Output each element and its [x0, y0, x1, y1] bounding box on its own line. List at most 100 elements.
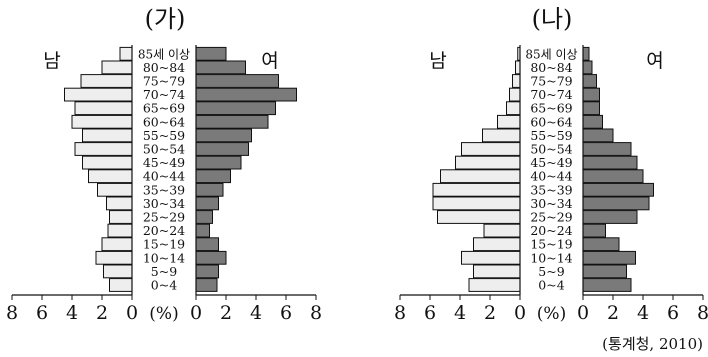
- unit-label: (%): [537, 304, 566, 324]
- male-bar-0~4: [109, 278, 133, 292]
- female-bar-50~54: [582, 142, 632, 156]
- male-x-tick-label: 8: [6, 302, 18, 324]
- female-x-tick-label: 0: [577, 302, 589, 324]
- male-label: 남: [43, 50, 60, 72]
- age-label: 80~84: [143, 60, 185, 75]
- female-x-tick-label: 8: [310, 302, 322, 324]
- female-x-tick-label: 4: [250, 302, 262, 324]
- chart-title: (가): [145, 5, 186, 33]
- age-label: 65~69: [143, 101, 185, 116]
- age-label: 40~44: [530, 169, 572, 184]
- female-bar-35~39: [195, 182, 224, 197]
- age-label: 45~49: [530, 155, 572, 170]
- age-label: 85세 이상: [138, 47, 190, 61]
- age-label: 50~54: [143, 142, 185, 157]
- female-x-tick-label: 6: [280, 302, 292, 324]
- female-bar-55~59: [582, 128, 614, 143]
- age-label: 75~79: [530, 74, 572, 89]
- unit-label: (%): [149, 304, 178, 324]
- age-label: 0~4: [151, 278, 177, 293]
- male-bar-10~14: [95, 250, 133, 265]
- male-bar-30~34: [432, 196, 521, 211]
- age-label: 10~14: [143, 250, 185, 265]
- female-bar-60~64: [582, 114, 603, 129]
- female-bar-75~79: [195, 74, 279, 88]
- male-bar-15~19: [101, 237, 133, 252]
- male-bar-75~79: [512, 74, 521, 88]
- age-label: 60~64: [143, 114, 185, 129]
- male-bar-80~84: [515, 60, 521, 75]
- pyramid-ga: (가) 남 여 0~45~910~1415~1920~2425~2930~3435~3…: [6, 5, 322, 324]
- female-bar-25~29: [195, 210, 213, 224]
- age-label: 20~24: [530, 223, 572, 238]
- female-bar-35~39: [582, 182, 654, 197]
- female-x-tick-label: 8: [697, 302, 708, 324]
- female-bar-85세 이상: [195, 46, 227, 61]
- age-label: 35~39: [143, 182, 185, 197]
- male-bar-55~59: [82, 128, 133, 143]
- female-x-tick-label: 6: [667, 302, 679, 324]
- age-label: 65~69: [530, 101, 572, 116]
- female-bar-10~14: [582, 250, 636, 265]
- female-bar-60~64: [195, 114, 269, 129]
- male-bar-70~74: [509, 87, 521, 102]
- age-label: 25~29: [143, 210, 185, 225]
- age-label: 0~4: [538, 278, 564, 293]
- age-label: 5~9: [538, 264, 564, 279]
- male-bar-25~29: [437, 210, 521, 224]
- age-label: 55~59: [143, 128, 185, 143]
- female-bar-30~34: [195, 196, 219, 211]
- male-x-tick-label: 2: [484, 302, 496, 324]
- female-x-tick-label: 4: [637, 302, 649, 324]
- male-x-tick-label: 6: [36, 302, 48, 324]
- female-bar-20~24: [195, 223, 210, 238]
- male-bar-55~59: [482, 128, 521, 143]
- female-label: 여: [261, 50, 278, 72]
- chart-title: (나): [532, 5, 573, 33]
- male-bar-5~9: [103, 264, 133, 279]
- female-bar-70~74: [195, 87, 297, 102]
- age-label: 70~74: [530, 87, 572, 102]
- female-bar-55~59: [195, 128, 252, 143]
- male-bar-35~39: [97, 182, 133, 197]
- male-x-tick-label: 6: [424, 302, 436, 324]
- male-bar-0~4: [468, 278, 521, 292]
- female-bar-65~69: [195, 101, 276, 116]
- female-bar-50~54: [195, 142, 249, 156]
- male-bar-5~9: [473, 264, 521, 279]
- female-bar-0~4: [582, 278, 632, 292]
- female-bar-45~49: [195, 155, 242, 170]
- male-x-tick-label: 0: [126, 302, 138, 324]
- age-label: 50~54: [530, 142, 572, 157]
- male-bar-20~24: [107, 223, 133, 238]
- male-bar-50~54: [74, 142, 133, 156]
- male-bar-50~54: [461, 142, 521, 156]
- age-label: 55~59: [530, 128, 572, 143]
- female-bar-40~44: [195, 169, 231, 184]
- male-bar-65~69: [74, 101, 133, 116]
- male-bar-40~44: [88, 169, 133, 184]
- female-bar-30~34: [582, 196, 650, 211]
- female-bar-5~9: [195, 264, 219, 279]
- female-bar-75~79: [582, 74, 597, 88]
- male-bar-85세 이상: [119, 46, 133, 61]
- female-bar-10~14: [195, 250, 227, 265]
- pyramid-na: (나) 남 여 0~45~910~1415~1920~2425~2930~3435~3…: [394, 5, 708, 324]
- age-label: 40~44: [143, 169, 185, 184]
- source-note: (통계청, 2010): [602, 335, 703, 353]
- male-bar-20~24: [483, 223, 521, 238]
- age-label: 15~19: [530, 237, 572, 252]
- male-bar-45~49: [455, 155, 521, 170]
- female-bar-65~69: [582, 101, 600, 116]
- male-bar-60~64: [71, 114, 133, 129]
- age-label: 35~39: [530, 182, 572, 197]
- female-bar-15~19: [582, 237, 620, 252]
- age-label: 85세 이상: [525, 47, 577, 61]
- female-x-tick-label: 0: [190, 302, 202, 324]
- female-bar-80~84: [582, 60, 593, 75]
- age-label: 15~19: [143, 237, 185, 252]
- male-x-tick-label: 4: [66, 302, 78, 324]
- female-bar-85세 이상: [582, 46, 590, 61]
- male-bar-70~74: [64, 87, 133, 102]
